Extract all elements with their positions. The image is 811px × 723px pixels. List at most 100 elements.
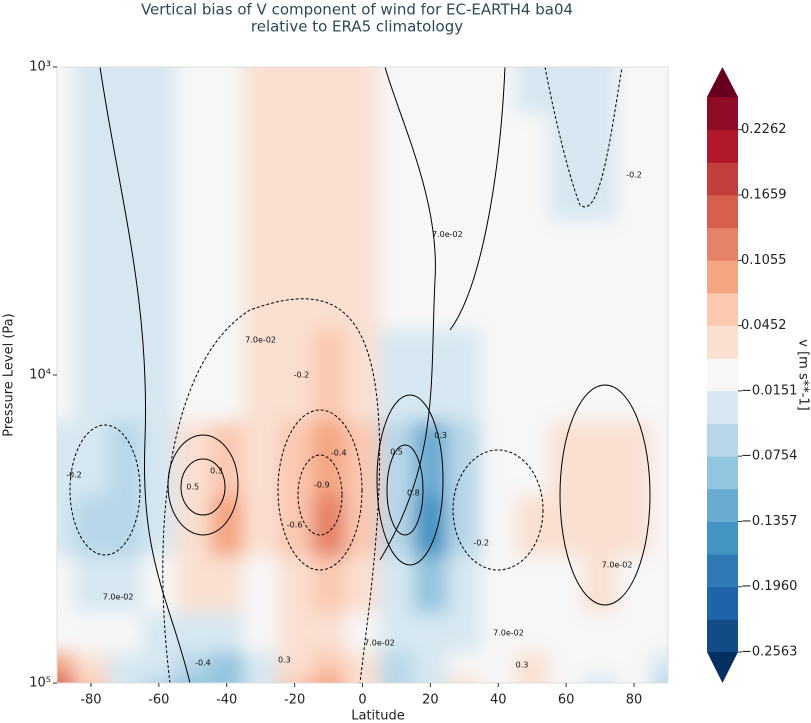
field-cell: [277, 113, 313, 222]
field-cell: [243, 67, 279, 114]
field-cell: [447, 328, 482, 422]
field-cell: [107, 652, 143, 677]
field-cell: [651, 221, 668, 330]
field-cell: [345, 556, 380, 614]
field-cell: [243, 494, 279, 557]
field-cell: [175, 652, 211, 677]
x-tick-label: 60: [558, 693, 575, 708]
field-cell: [57, 556, 75, 614]
field-cell: [107, 328, 143, 422]
field-cell: [57, 328, 75, 422]
field-cell: [515, 421, 550, 496]
y-tick-label: 10⁵: [29, 676, 51, 691]
field-cell: [311, 221, 347, 330]
field-cell: [107, 113, 143, 222]
field-cell: [515, 113, 550, 222]
contour-label: -0.2: [294, 371, 310, 380]
field-cell: [447, 67, 482, 114]
contour-label: -0.2: [474, 538, 490, 547]
contour-label: 0.5: [186, 482, 199, 491]
field-cell: [209, 67, 245, 114]
colorbar: −0.2563 −0.1960 −0.1357 −0.0754 −0.0151 0.045…: [707, 67, 797, 683]
x-tick-label: 20: [422, 693, 439, 708]
field-cell: [57, 494, 75, 557]
contour: [69, 424, 141, 556]
contour-label: 7.0e-02: [103, 593, 134, 602]
colorbar-tick-label: −0.1357: [741, 514, 797, 529]
field-cell: [379, 556, 414, 614]
contour-label: 0.8: [407, 489, 420, 498]
field-cell: [107, 675, 143, 683]
chart-subtitle: relative to ERA5 climatology: [251, 18, 463, 36]
field-cell: [57, 67, 75, 114]
contour: [544, 67, 623, 208]
y-axis-label: Pressure Level (Pa): [2, 313, 17, 436]
field-cell: [73, 675, 109, 683]
field-cell: [277, 328, 313, 422]
colorbar-band: [707, 423, 738, 457]
field-cell: [481, 67, 516, 114]
field-cell: [73, 421, 109, 496]
contour-label: 0.3: [516, 661, 529, 670]
field-cell: [57, 612, 75, 653]
field-cell: [277, 612, 313, 653]
contour-label: -0.6: [287, 521, 303, 530]
contour: [379, 67, 436, 561]
x-tick-label: -60: [148, 693, 169, 708]
field-cell: [549, 675, 584, 683]
field-cell: [617, 328, 652, 422]
contour-label: 0.5: [390, 448, 403, 457]
field-cell: [345, 494, 380, 557]
colorbar-band: [707, 227, 738, 261]
colorbar-extend-low: [707, 652, 738, 683]
field-cell: [379, 328, 414, 422]
contour-label: 7.0e-02: [432, 230, 463, 239]
field-cell: [57, 675, 75, 683]
field-cell: [617, 113, 652, 222]
colorbar-tick-label: 0.1659: [741, 187, 787, 202]
field-cell: [107, 221, 143, 330]
field-cell: [583, 328, 618, 422]
y-tick-label: 10⁴: [29, 368, 51, 383]
field-cell: [141, 675, 177, 683]
field-cell: [107, 421, 143, 496]
field-cell: [617, 556, 652, 614]
field-cell: [209, 113, 245, 222]
field-cell: [311, 675, 347, 683]
field-cell: [277, 67, 313, 114]
field-cell: [413, 652, 448, 677]
field-cell: [175, 556, 211, 614]
field-cell: [447, 556, 482, 614]
field-cell: [549, 556, 584, 614]
field-cell: [515, 652, 550, 677]
colorbar-tick-label: 0.2262: [741, 122, 787, 137]
field-cell: [175, 675, 211, 683]
colorbar-band: [707, 129, 738, 163]
colorbar-band: [707, 488, 738, 522]
field-cell: [481, 612, 516, 653]
field-cell: [175, 612, 211, 653]
field-cell: [481, 113, 516, 222]
field-cell: [379, 421, 414, 496]
field-cell: [651, 67, 668, 114]
x-tick-label: 80: [626, 693, 643, 708]
field-cell: [107, 556, 143, 614]
field-cell: [243, 421, 279, 496]
field-cell: [583, 421, 618, 496]
colorbar-band: [707, 456, 738, 490]
field-cell: [345, 421, 380, 496]
field: [57, 67, 668, 683]
contour-label: -0.9: [314, 481, 330, 490]
x-tick-label: 0: [358, 693, 366, 708]
field-cell: [345, 113, 380, 222]
field-cell: [141, 494, 177, 557]
field-cell: [515, 675, 550, 683]
field-cell: [175, 113, 211, 222]
contour: [99, 67, 191, 683]
colorbar-label: v [m s**-1]: [796, 339, 811, 411]
field-cell: [549, 67, 584, 114]
field-cell: [379, 652, 414, 677]
colorbar-band: [707, 586, 738, 620]
contour: [167, 434, 239, 536]
field-cell: [515, 328, 550, 422]
